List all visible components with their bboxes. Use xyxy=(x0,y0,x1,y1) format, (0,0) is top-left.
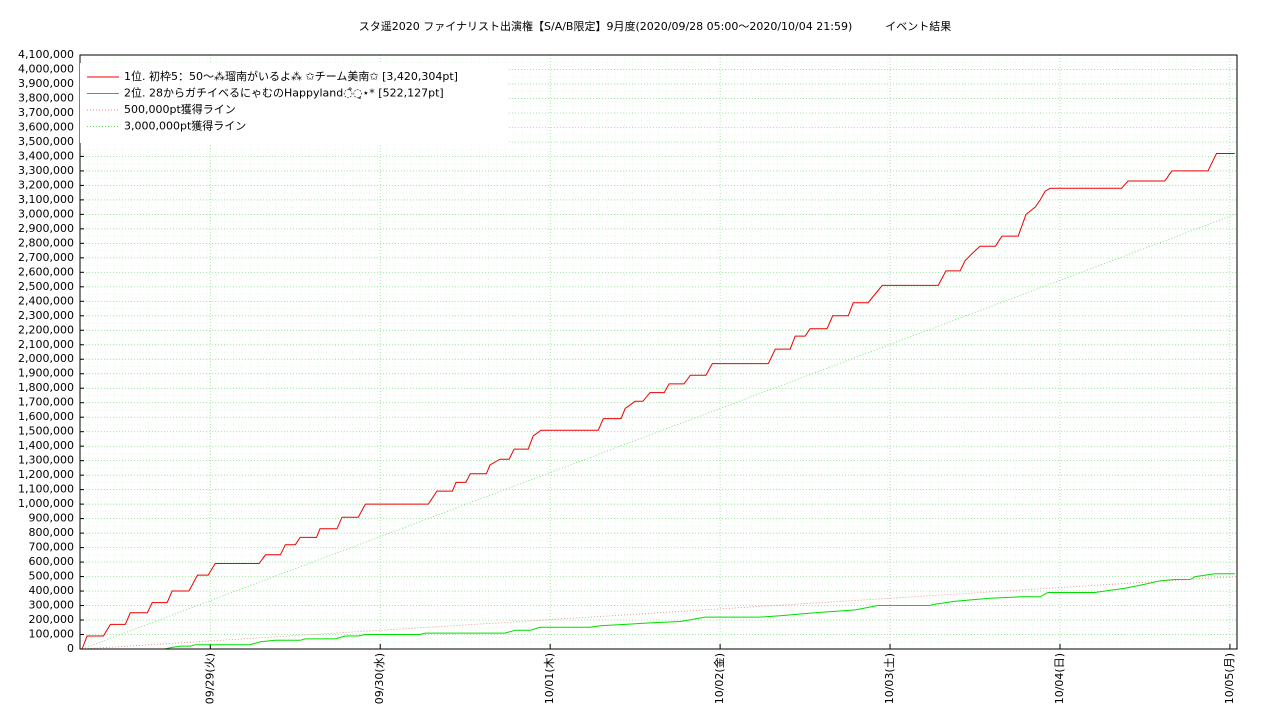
y-tick-label: 2,400,000 xyxy=(18,294,74,307)
y-tick-label: 0 xyxy=(67,642,74,655)
y-tick-label: 1,000,000 xyxy=(18,497,74,510)
y-tick-label: 2,000,000 xyxy=(18,352,74,365)
y-tick-label: 300,000 xyxy=(29,599,75,612)
y-tick-label: 600,000 xyxy=(29,555,75,568)
y-tick-label: 1,200,000 xyxy=(18,468,74,481)
y-tick-label: 4,000,000 xyxy=(18,62,74,75)
y-tick-label: 1,700,000 xyxy=(18,396,74,409)
y-tick-label: 500,000 xyxy=(29,570,75,583)
y-tick-label: 3,700,000 xyxy=(18,106,74,119)
x-tick-label: 09/29(火) xyxy=(203,653,216,704)
series-line xyxy=(82,576,1235,650)
x-tick-label: 10/04(日) xyxy=(1053,653,1066,704)
y-tick-label: 3,900,000 xyxy=(18,77,74,90)
y-tick-label: 1,600,000 xyxy=(18,410,74,423)
y-tick-label: 1,500,000 xyxy=(18,425,74,438)
y-tick-label: 3,600,000 xyxy=(18,120,74,133)
y-tick-label: 2,300,000 xyxy=(18,309,74,322)
series-line xyxy=(81,153,1235,650)
plot-frame xyxy=(79,54,1238,650)
y-tick-label: 1,400,000 xyxy=(18,439,74,452)
y-tick-label: 3,200,000 xyxy=(18,178,74,191)
series-line xyxy=(81,214,1236,650)
y-tick-label: 800,000 xyxy=(29,526,75,539)
y-tick-label: 100,000 xyxy=(29,628,75,641)
y-tick-label: 1,900,000 xyxy=(18,367,74,380)
y-tick-label: 200,000 xyxy=(29,613,75,626)
y-tick-label: 700,000 xyxy=(29,541,75,554)
y-tick-label: 2,700,000 xyxy=(18,251,74,264)
y-tick-label: 400,000 xyxy=(29,584,75,597)
y-tick-label: 2,500,000 xyxy=(18,280,74,293)
x-tick-label: 09/30(水) xyxy=(373,653,386,704)
y-tick-label: 3,500,000 xyxy=(18,135,74,148)
chart-title: スタ遥2020 ファイナリスト出演権【S/A/B限定】9月度(2020/09/2… xyxy=(359,19,952,33)
minor-grid xyxy=(80,55,1237,649)
y-tick-label: 2,200,000 xyxy=(18,323,74,336)
x-tick-label: 10/02(金) xyxy=(712,653,726,704)
y-tick-label: 2,900,000 xyxy=(18,222,74,235)
series-line xyxy=(82,573,1235,650)
y-tick-label: 3,100,000 xyxy=(18,193,74,206)
y-tick-label: 900,000 xyxy=(29,512,75,525)
legend-label: 1位. 初枠5：50〜⁂瑠南がいるよ⁂ ✩チーム美南✩ [3,420,304pt… xyxy=(124,69,458,83)
y-tick-label: 1,800,000 xyxy=(18,381,74,394)
y-tick-label: 2,600,000 xyxy=(18,265,74,278)
legend-box xyxy=(80,63,508,143)
y-tick-label: 3,800,000 xyxy=(18,91,74,104)
legend-label: 2位. 28からガチイベるにゃむのHappyland◌̊◌̥⋆* [522,12… xyxy=(124,86,444,100)
y-tick-label: 4,100,000 xyxy=(18,48,74,61)
y-tick-label: 1,300,000 xyxy=(18,454,74,467)
y-tick-label: 3,000,000 xyxy=(18,207,74,220)
x-tick-label: 10/05(月) xyxy=(1223,653,1236,704)
legend-label: 500,000pt獲得ライン xyxy=(124,103,236,116)
x-tick-label: 10/01(木) xyxy=(543,653,556,704)
y-tick-label: 3,300,000 xyxy=(18,164,74,177)
y-tick-label: 2,100,000 xyxy=(18,338,74,351)
y-tick-label: 2,800,000 xyxy=(18,236,74,249)
legend-label: 3,000,000pt獲得ライン xyxy=(124,120,246,133)
y-tick-label: 3,400,000 xyxy=(18,149,74,162)
y-tick-label: 1,100,000 xyxy=(18,483,74,496)
x-tick-label: 10/03(土) xyxy=(883,653,896,704)
